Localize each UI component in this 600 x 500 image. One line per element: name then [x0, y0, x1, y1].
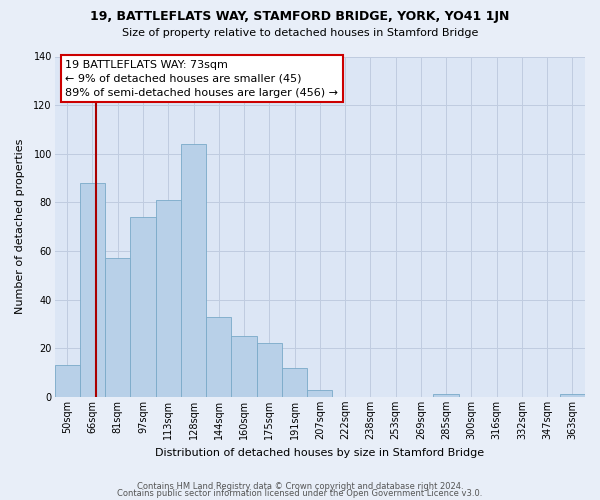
Bar [257, 344, 282, 397]
Text: Contains public sector information licensed under the Open Government Licence v3: Contains public sector information licen… [118, 490, 482, 498]
Bar [181, 144, 206, 397]
Bar [433, 394, 459, 397]
Y-axis label: Number of detached properties: Number of detached properties [15, 139, 25, 314]
Text: 19, BATTLEFLATS WAY, STAMFORD BRIDGE, YORK, YO41 1JN: 19, BATTLEFLATS WAY, STAMFORD BRIDGE, YO… [91, 10, 509, 23]
Bar [206, 316, 232, 397]
Bar [232, 336, 257, 397]
Text: Size of property relative to detached houses in Stamford Bridge: Size of property relative to detached ho… [122, 28, 478, 38]
Bar [80, 183, 105, 397]
Bar [130, 217, 155, 397]
Bar [55, 366, 80, 397]
Bar [155, 200, 181, 397]
X-axis label: Distribution of detached houses by size in Stamford Bridge: Distribution of detached houses by size … [155, 448, 484, 458]
Bar [560, 394, 585, 397]
Bar [105, 258, 130, 397]
Bar [282, 368, 307, 397]
Text: Contains HM Land Registry data © Crown copyright and database right 2024.: Contains HM Land Registry data © Crown c… [137, 482, 463, 491]
Bar [307, 390, 332, 397]
Text: 19 BATTLEFLATS WAY: 73sqm
← 9% of detached houses are smaller (45)
89% of semi-d: 19 BATTLEFLATS WAY: 73sqm ← 9% of detach… [65, 60, 338, 98]
